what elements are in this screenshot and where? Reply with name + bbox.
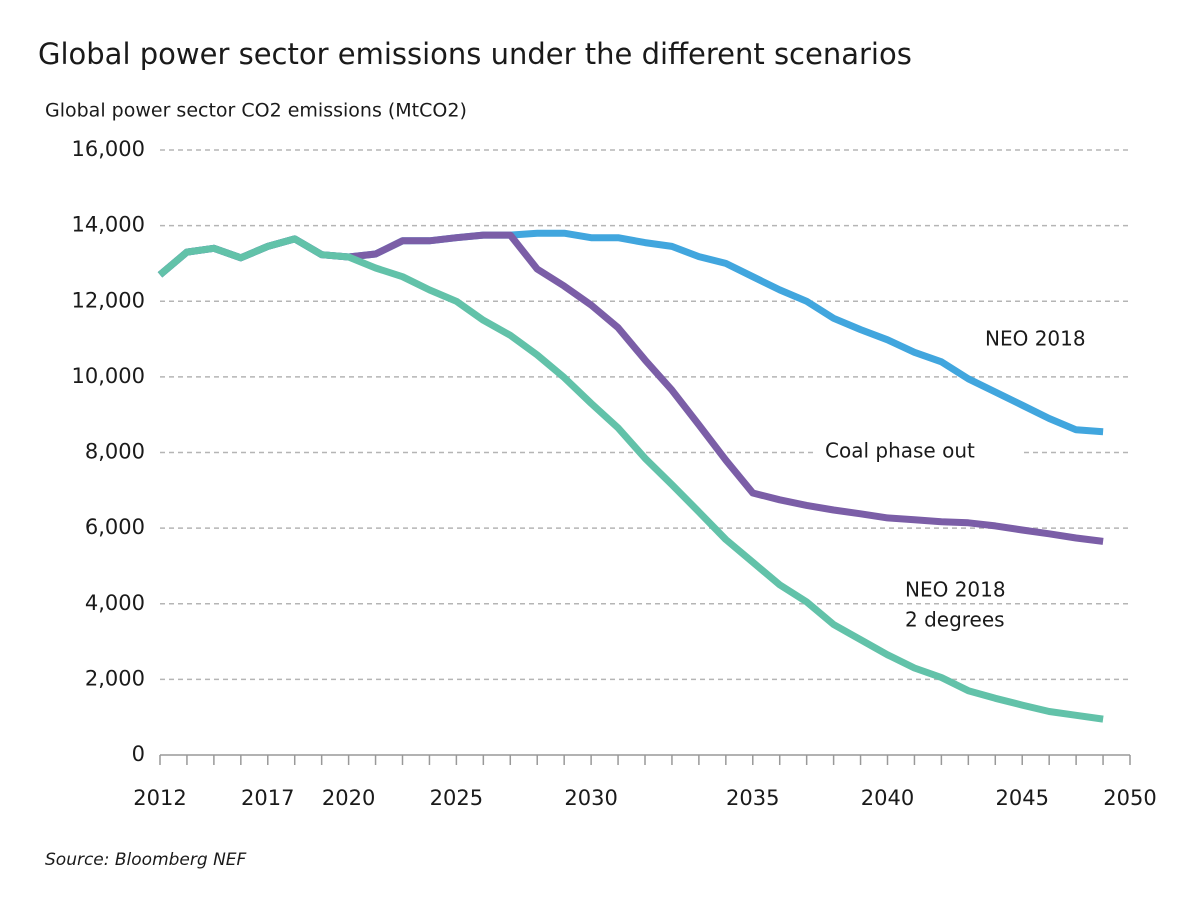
chart-title: Global power sector emissions under the …: [38, 37, 912, 71]
y-tick-label: 10,000: [72, 364, 145, 388]
y-tick-label: 12,000: [72, 288, 145, 312]
y-tick-label: 16,000: [72, 137, 145, 161]
y-tick-label: 0: [132, 742, 145, 766]
x-tick-label: 2030: [564, 786, 617, 810]
y-axis-label: Global power sector CO2 emissions (MtCO2…: [45, 100, 467, 122]
x-tick-label: 2050: [1103, 786, 1156, 810]
source: Source: Bloomberg NEF: [45, 850, 247, 870]
y-tick-label: 8,000: [85, 440, 145, 464]
y-tick-label: 6,000: [85, 515, 145, 539]
annotation: NEO 2018: [905, 578, 1006, 602]
series-line: [157, 235, 1104, 723]
y-tick-label: 14,000: [72, 213, 145, 237]
x-tick-label: 2035: [726, 786, 779, 810]
x-tick-label: 2025: [430, 786, 483, 810]
x-tick-label: 2017: [241, 786, 294, 810]
annotation-background: [817, 436, 1022, 468]
annotation: 2 degrees: [905, 608, 1005, 632]
x-tick-label: 2020: [322, 786, 375, 810]
annotation: NEO 2018: [985, 327, 1086, 351]
y-tick-label: 2,000: [85, 666, 145, 690]
x-tick-label: 2045: [995, 786, 1048, 810]
annotation: Coal phase out: [825, 439, 975, 463]
x-tick-label: 2040: [861, 786, 914, 810]
y-tick-label: 4,000: [85, 591, 145, 615]
x-tick-label: 2012: [133, 786, 186, 810]
